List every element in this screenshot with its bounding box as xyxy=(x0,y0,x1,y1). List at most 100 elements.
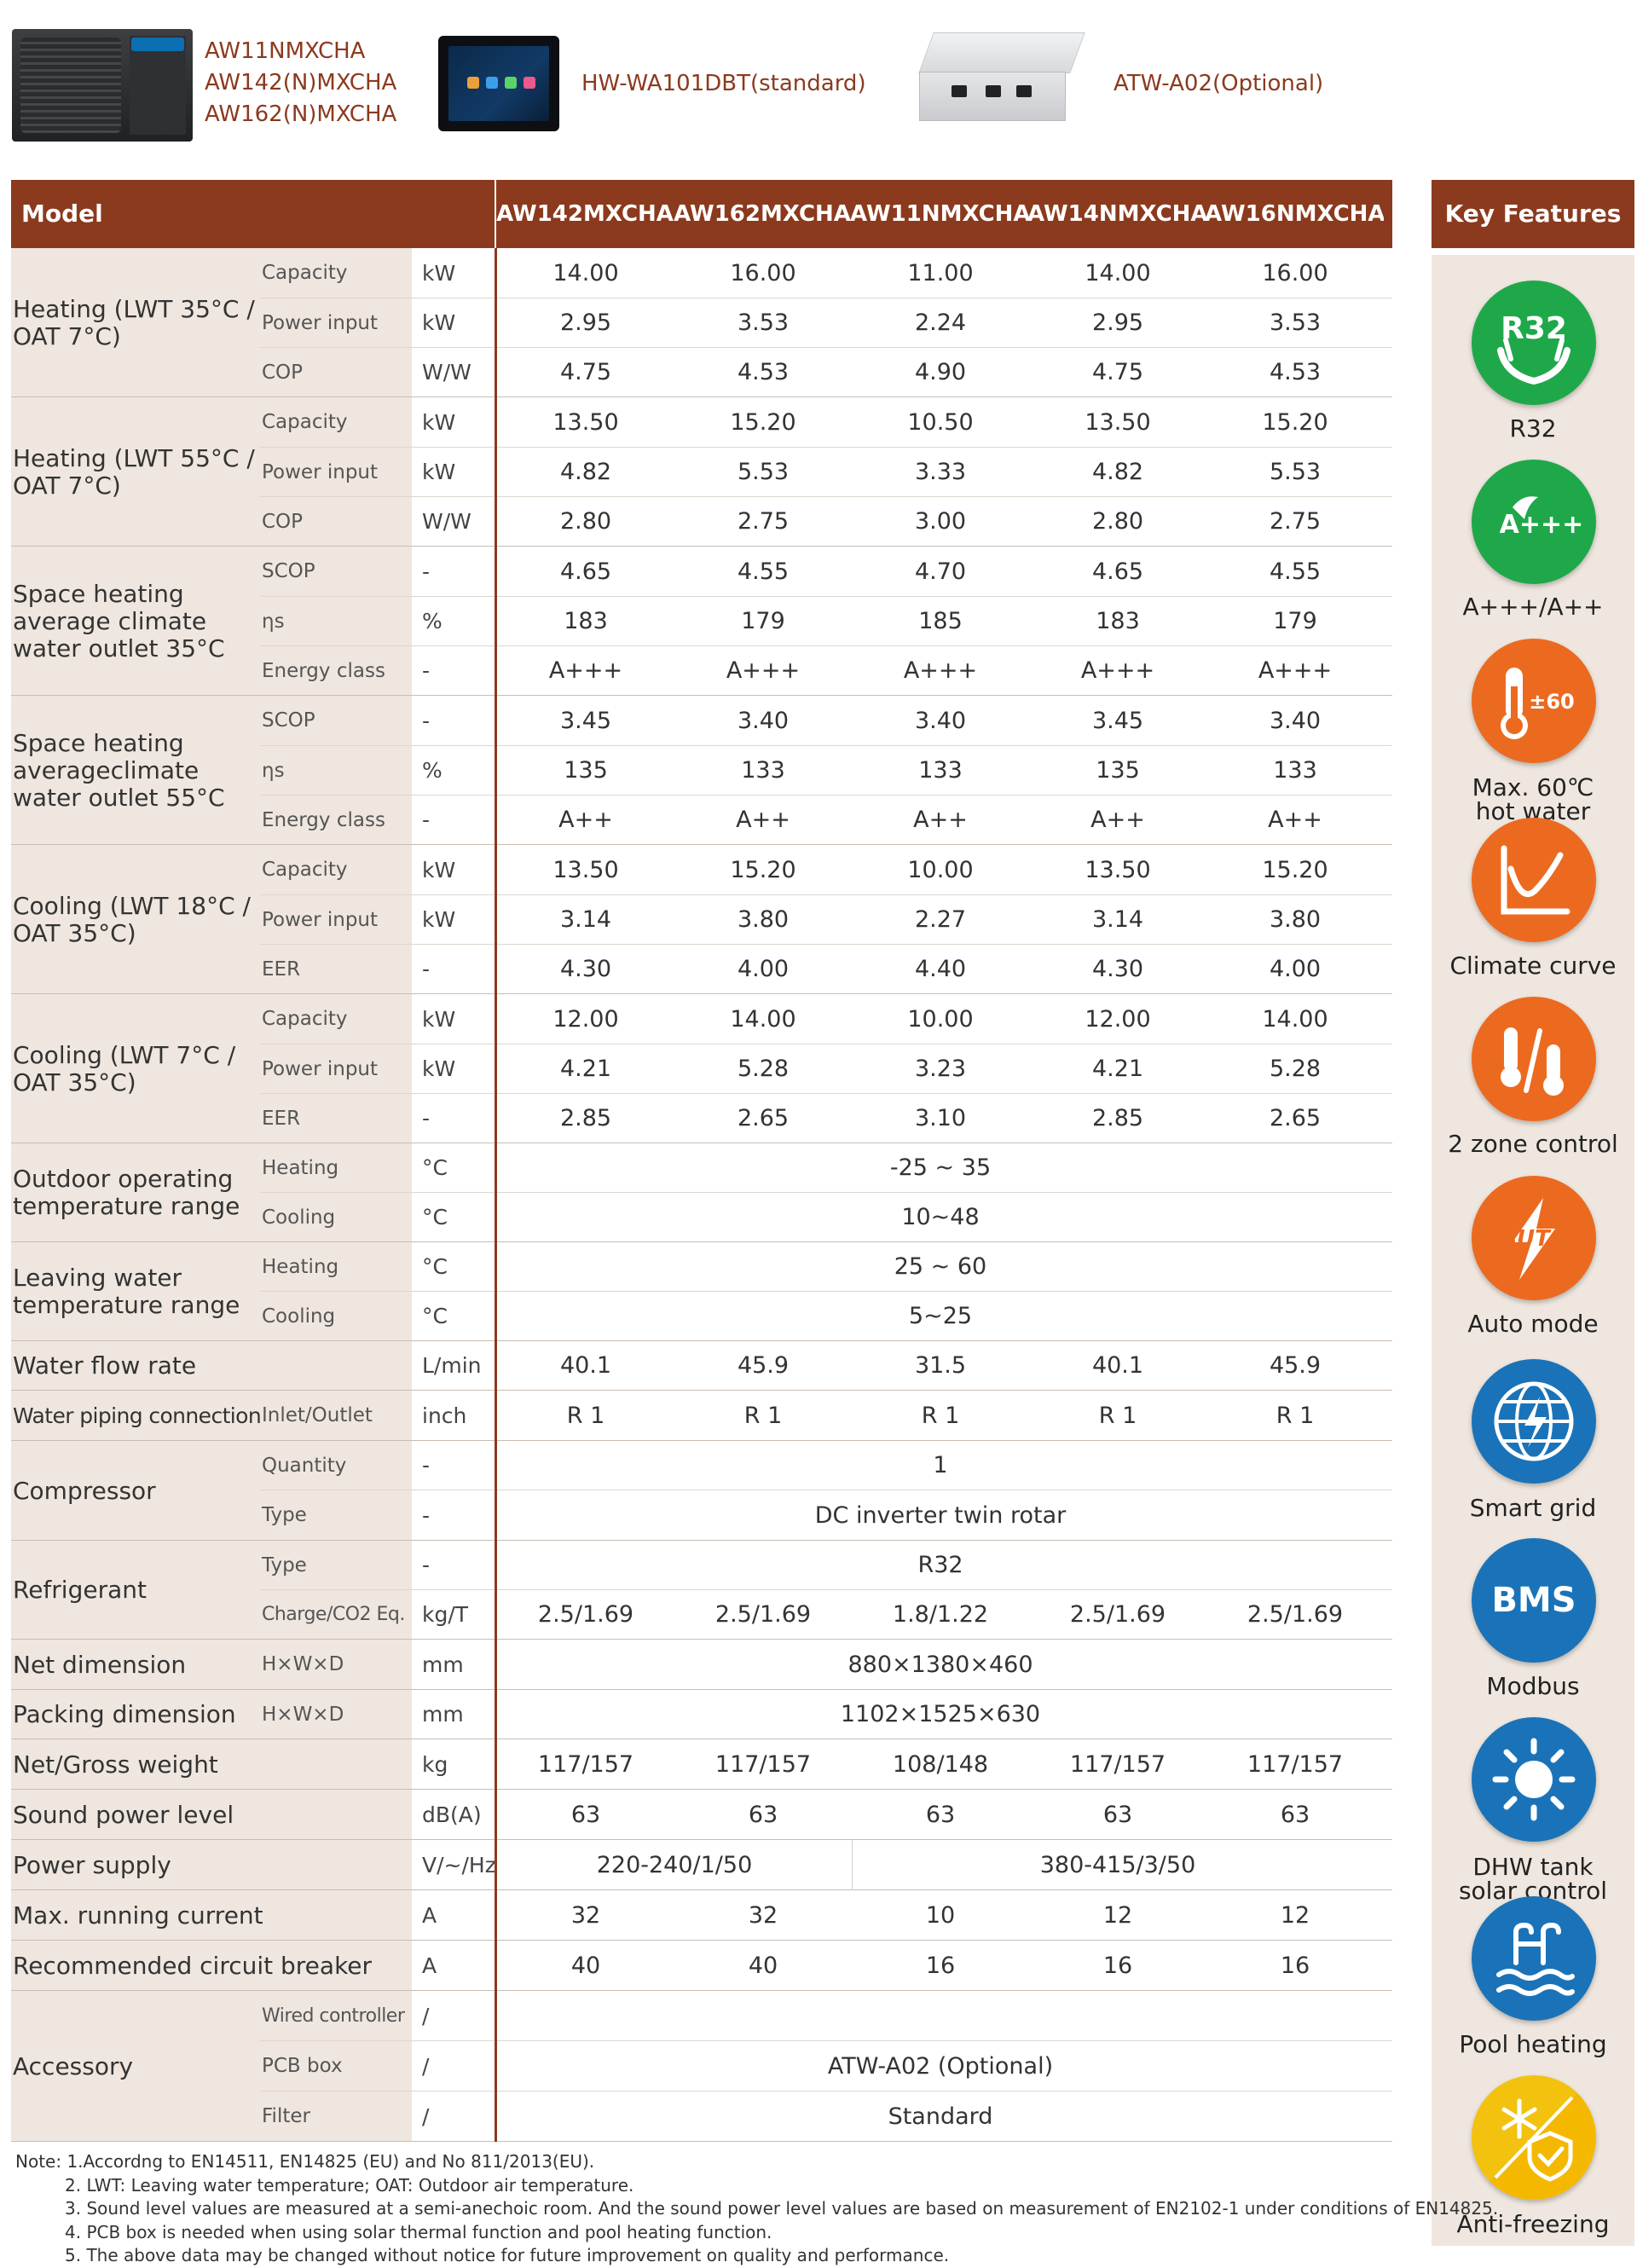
value-cell: 2.5/1.69 xyxy=(1247,1601,1344,1628)
table-row: Packing dimension H×W×D mm 1102×1525×630 xyxy=(11,1690,1392,1739)
row-unit: kW xyxy=(422,1056,456,1081)
model-column-label: Model xyxy=(21,200,103,228)
value-cell: R 1 xyxy=(566,1403,605,1429)
table-row: Max. running current A 32 32 10 12 12 xyxy=(11,1890,1392,1941)
value-cell: 2.75 xyxy=(1269,508,1322,535)
value-cell: 4.75 xyxy=(559,359,612,385)
note-4: 4. PCB box is needed when using solar th… xyxy=(65,2221,772,2242)
feature-label: Max. 60℃ hot water xyxy=(1472,773,1594,825)
svg-text:A+++: A+++ xyxy=(1500,510,1584,540)
row-sublabel: Power input xyxy=(262,1058,379,1080)
table-row: Water piping connection Inlet/Outlet inch R… xyxy=(11,1391,1392,1441)
row-label: Water piping connection xyxy=(13,1403,260,1428)
value-cell: A+++ xyxy=(1080,657,1155,684)
row-unit: mm xyxy=(422,1652,464,1677)
row-unit: kW xyxy=(422,261,456,286)
row-label: Power supply xyxy=(13,1851,171,1879)
value-cell: 133 xyxy=(918,757,963,784)
value-cell: A+++ xyxy=(548,657,623,684)
row-sublabel: Quantity xyxy=(262,1455,347,1477)
feature-energy-class: A+++ A+++/A++ xyxy=(1432,460,1634,630)
value-cell: 4.90 xyxy=(914,359,967,385)
feature-label: Modbus xyxy=(1486,1672,1580,1700)
feature-r32-hands: R32 R32 xyxy=(1432,281,1634,451)
auto-lightning-icon: AUTO xyxy=(1472,1176,1596,1300)
value-cell: 10 xyxy=(925,1902,956,1929)
value-cell: 135 xyxy=(564,757,608,784)
value-cell: 14.00 xyxy=(1262,1006,1328,1033)
value-cell: R 1 xyxy=(921,1403,960,1429)
row-label: Water flow rate xyxy=(13,1351,197,1380)
value-cell: 63 xyxy=(1102,1802,1133,1828)
value-cell-merged: 5~25 xyxy=(908,1303,973,1329)
table-row: Capacity kW 13.50 15.20 10.00 13.50 15.20 xyxy=(11,845,1392,895)
feature-auto-lightning: AUTO Auto mode xyxy=(1432,1176,1634,1346)
table-row: SCOP - 4.65 4.55 4.70 4.65 4.55 xyxy=(11,547,1392,597)
table-row: Power input kW 3.14 3.80 2.27 3.14 3.80 xyxy=(11,895,1392,945)
value-cell: 3.45 xyxy=(1091,708,1144,734)
product-header: AW11NMXCHA AW142(N)MXCHA AW162(N)MXCHA H… xyxy=(0,0,1637,162)
unit-model-list: AW11NMXCHA AW142(N)MXCHA AW162(N)MXCHA xyxy=(205,36,396,130)
value-cell-merged: 880×1380×460 xyxy=(847,1652,1033,1678)
bms-icon: BMS xyxy=(1472,1538,1596,1663)
row-sublabel: Power input xyxy=(262,312,379,334)
value-cell: 2.80 xyxy=(1091,508,1144,535)
model-header-2: AW162MXCHA xyxy=(674,201,851,227)
row-sublabel: PCB box xyxy=(262,2055,343,2077)
row-unit: °C xyxy=(422,1155,448,1180)
row-unit: - xyxy=(422,957,431,981)
value-cell: 10.50 xyxy=(907,409,974,436)
value-cell: 135 xyxy=(1096,757,1140,784)
row-sublabel: COP xyxy=(262,511,304,533)
row-unit: °C xyxy=(422,1254,448,1279)
svg-text:R32: R32 xyxy=(1501,311,1567,346)
brand-logo xyxy=(131,38,184,51)
row-sublabel: Type xyxy=(262,1554,307,1577)
row-unit: kW xyxy=(422,410,456,435)
value-cell: 12 xyxy=(1280,1902,1310,1929)
row-unit: kW xyxy=(422,310,456,335)
row-unit: W/W xyxy=(422,509,471,534)
feature-thermometer-60: ±60 Max. 60℃ hot water xyxy=(1432,639,1634,824)
row-unit: - xyxy=(422,1553,431,1577)
feature-label: Auto mode xyxy=(1467,1310,1599,1338)
pcb-box-image xyxy=(917,32,1085,126)
table-row: Power input kW 4.82 5.53 3.33 4.82 5.53 xyxy=(11,448,1392,497)
row-unit: °C xyxy=(422,1205,448,1229)
column-divider xyxy=(495,248,497,2142)
value-cell: 3.23 xyxy=(914,1056,967,1082)
row-group-label: Cooling (LWT 7°C / OAT 35°C) xyxy=(13,1040,236,1096)
row-unit: - xyxy=(422,1503,431,1528)
value-cell: 16 xyxy=(925,1953,956,1979)
value-cell: 220-240/1/50 xyxy=(596,1852,753,1878)
value-cell: 4.53 xyxy=(1269,359,1322,385)
value-cell: 45.9 xyxy=(1269,1352,1322,1379)
table-row: Quantity - 1 xyxy=(11,1441,1392,1490)
value-cell: 3.40 xyxy=(914,708,967,734)
feature-pool: Pool heating xyxy=(1432,1896,1634,2067)
row-unit: kg xyxy=(422,1752,448,1777)
value-cell: 133 xyxy=(1273,757,1317,784)
value-cell: 2.5/1.69 xyxy=(714,1601,812,1628)
value-cell: 4.55 xyxy=(737,558,790,585)
table-row: Energy class - A+++ A+++ A+++ A+++ A+++ xyxy=(11,646,1392,696)
value-cell-merged: 25 ~ 60 xyxy=(894,1253,987,1280)
row-sublabel: Capacity xyxy=(262,262,348,284)
fan-grille-icon xyxy=(20,38,121,133)
value-cell: 3.53 xyxy=(737,310,790,336)
value-cell: A+++ xyxy=(726,657,801,684)
row-label: Max. running current xyxy=(13,1901,263,1930)
row-sublabel: H×W×D xyxy=(262,1653,344,1675)
row-group-label: Leaving water temperature range xyxy=(13,1264,240,1319)
value-cell-merged: R32 xyxy=(917,1552,963,1578)
r32-hands-icon: R32 xyxy=(1472,281,1596,405)
row-sublabel: SCOP xyxy=(262,709,315,732)
table-row: Charge/CO2 Eq. kg/T 2.5/1.69 2.5/1.69 1.8/1.… xyxy=(11,1590,1392,1640)
value-cell: 5.53 xyxy=(737,459,790,485)
row-sublabel: Charge/CO2 Eq. xyxy=(262,1604,405,1625)
row-unit: - xyxy=(422,1106,431,1131)
row-unit: - xyxy=(422,709,431,733)
table-row: ηs% 183 179 185 183 179 xyxy=(11,597,1392,646)
row-sublabel: COP xyxy=(262,362,304,384)
value-cell: 5.28 xyxy=(1269,1056,1322,1082)
